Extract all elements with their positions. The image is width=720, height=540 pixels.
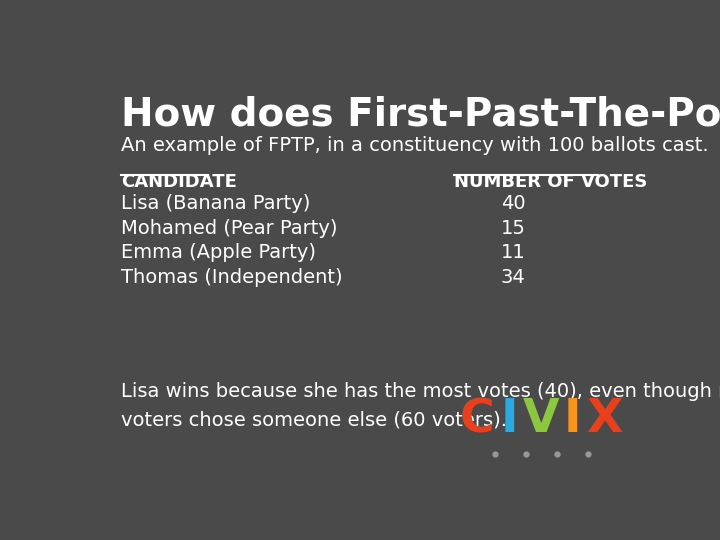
- Text: 11: 11: [500, 244, 526, 262]
- Text: C: C: [460, 397, 495, 442]
- Text: 15: 15: [500, 219, 526, 238]
- Text: I: I: [500, 397, 518, 442]
- Text: How does First-Past-The-Post work?: How does First-Past-The-Post work?: [121, 96, 720, 133]
- Text: X: X: [585, 397, 622, 442]
- Text: Mohamed (Pear Party): Mohamed (Pear Party): [121, 219, 338, 238]
- Text: Lisa (Banana Party): Lisa (Banana Party): [121, 194, 310, 213]
- Text: 34: 34: [500, 268, 526, 287]
- Text: Emma (Apple Party): Emma (Apple Party): [121, 244, 316, 262]
- Text: NUMBER OF VOTES: NUMBER OF VOTES: [454, 173, 647, 191]
- Text: Thomas (Independent): Thomas (Independent): [121, 268, 343, 287]
- Text: An example of FPTP, in a constituency with 100 ballots cast.: An example of FPTP, in a constituency wi…: [121, 136, 708, 154]
- Text: Lisa wins because she has the most votes (40), even though most
voters chose som: Lisa wins because she has the most votes…: [121, 382, 720, 429]
- Text: 40: 40: [500, 194, 526, 213]
- Text: CANDIDATE: CANDIDATE: [121, 173, 237, 191]
- Text: V: V: [523, 397, 559, 442]
- Text: I: I: [563, 397, 581, 442]
